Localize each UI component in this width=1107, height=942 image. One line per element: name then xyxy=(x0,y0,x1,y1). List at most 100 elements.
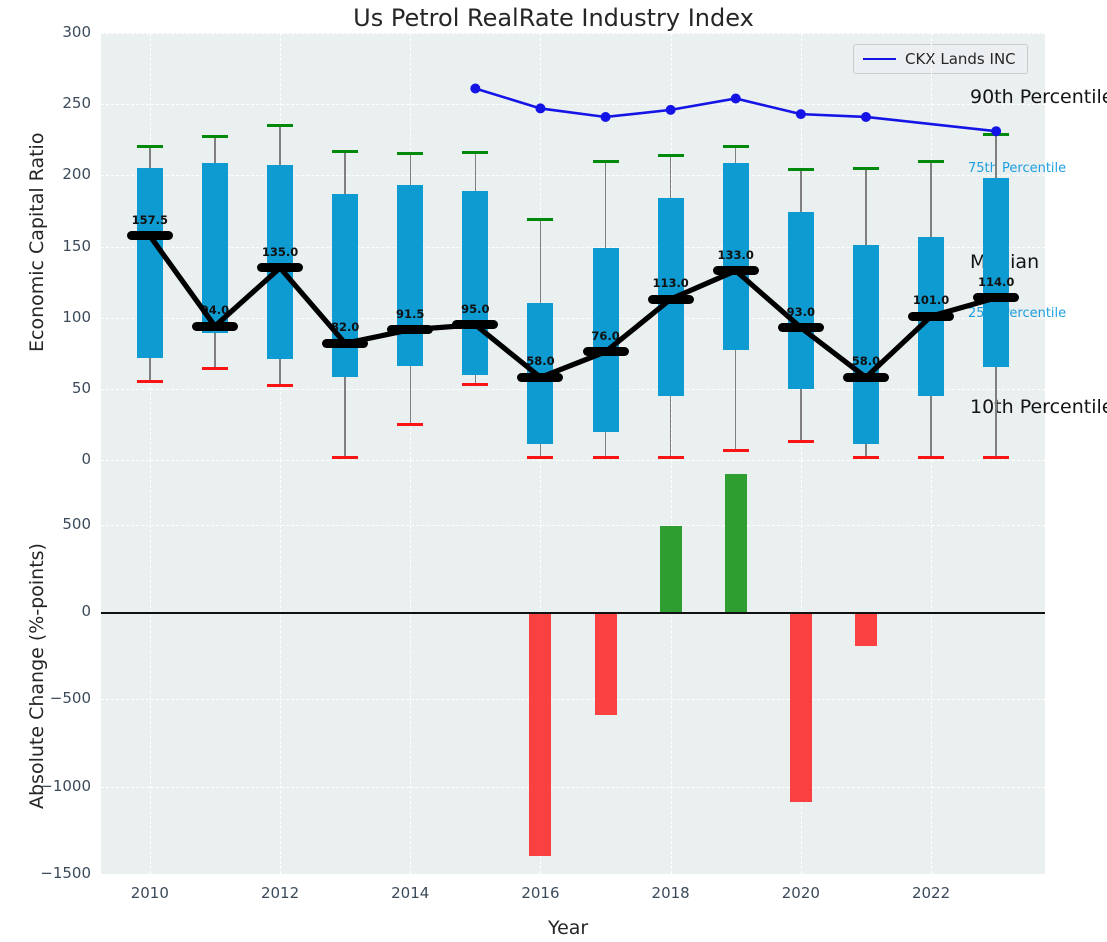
median-value-label: 95.0 xyxy=(445,302,505,316)
box-median-marker xyxy=(973,293,1019,302)
box-cap-p10 xyxy=(658,456,684,459)
change-bar xyxy=(660,526,682,612)
annotation-10th-percentile: 10th Percentile xyxy=(970,396,1107,418)
gridline-h xyxy=(101,247,1045,248)
legend-line-swatch xyxy=(863,58,896,60)
box-median-marker xyxy=(648,295,694,304)
box-median-marker xyxy=(452,320,498,329)
box-median-marker xyxy=(387,325,433,334)
box-median-marker xyxy=(908,312,954,321)
legend[interactable]: CKX Lands INC xyxy=(853,44,1028,74)
chart-root: Us Petrol RealRate Industry Index Econom… xyxy=(0,0,1107,942)
change-bar xyxy=(855,612,877,646)
box-cap-p10 xyxy=(918,456,944,459)
box-iqr xyxy=(137,168,163,357)
median-value-label: 114.0 xyxy=(966,275,1026,289)
median-value-label: 93.0 xyxy=(771,305,831,319)
bottom-plot-area xyxy=(101,460,1045,874)
median-value-label: 157.5 xyxy=(120,213,180,227)
annotation-75th-percentile: 75th Percentile xyxy=(968,161,1066,176)
box-iqr xyxy=(267,165,293,359)
box-cap-p10 xyxy=(788,440,814,443)
box-iqr xyxy=(332,194,358,378)
box-cap-p10 xyxy=(137,380,163,383)
y-tick-label-bottom: −1500 xyxy=(6,864,91,882)
box-cap-p90 xyxy=(658,154,684,157)
box-cap-p90 xyxy=(723,145,749,148)
gridline-v xyxy=(931,460,932,874)
median-value-label: 94.0 xyxy=(185,303,245,317)
median-value-label: 76.0 xyxy=(576,329,636,343)
median-value-label: 113.0 xyxy=(641,276,701,290)
x-axis-label: Year xyxy=(548,917,588,939)
x-tick-label: 2010 xyxy=(115,884,185,902)
box-cap-p10 xyxy=(462,383,488,386)
y-tick-label-top: 50 xyxy=(6,379,91,397)
box-cap-p90 xyxy=(462,151,488,154)
gridline-v xyxy=(150,460,151,874)
y-tick-label-bottom: 0 xyxy=(6,602,91,620)
median-value-label: 135.0 xyxy=(250,245,310,259)
box-cap-p90 xyxy=(983,133,1009,136)
box-cap-p10 xyxy=(397,423,423,426)
y-tick-label-top: 0 xyxy=(6,450,91,468)
x-tick-label: 2020 xyxy=(766,884,836,902)
box-cap-p10 xyxy=(202,367,228,370)
y-tick-label-top: 150 xyxy=(6,237,91,255)
y-tick-label-top: 100 xyxy=(6,308,91,326)
box-iqr xyxy=(983,178,1009,367)
gridline-h xyxy=(101,787,1045,788)
box-median-marker xyxy=(517,373,563,382)
box-median-marker xyxy=(583,347,629,356)
gridline-h xyxy=(101,104,1045,105)
box-cap-p90 xyxy=(593,160,619,163)
box-cap-p90 xyxy=(918,160,944,163)
change-bar xyxy=(529,612,551,856)
box-cap-p10 xyxy=(593,456,619,459)
x-tick-label: 2016 xyxy=(505,884,575,902)
y-tick-label-top: 200 xyxy=(6,165,91,183)
y-tick-label-bottom: −500 xyxy=(6,689,91,707)
zero-line xyxy=(101,612,1045,614)
box-iqr xyxy=(788,212,814,388)
y-tick-label-bottom: 500 xyxy=(6,515,91,533)
box-cap-p10 xyxy=(983,456,1009,459)
box-median-marker xyxy=(257,263,303,272)
median-value-label: 82.0 xyxy=(315,320,375,334)
gridline-v xyxy=(280,460,281,874)
box-cap-p10 xyxy=(267,384,293,387)
box-iqr xyxy=(853,245,879,444)
box-cap-p90 xyxy=(527,218,553,221)
change-bar xyxy=(725,474,747,612)
gridline-v xyxy=(671,460,672,874)
box-cap-p90 xyxy=(332,150,358,153)
median-value-label: 91.5 xyxy=(380,307,440,321)
box-cap-p10 xyxy=(723,449,749,452)
gridline-h xyxy=(101,389,1045,390)
box-median-marker xyxy=(713,266,759,275)
box-cap-p10 xyxy=(527,456,553,459)
box-iqr xyxy=(462,191,488,375)
x-tick-label: 2022 xyxy=(896,884,966,902)
y-tick-label-top: 300 xyxy=(6,23,91,41)
chart-title: Us Petrol RealRate Industry Index xyxy=(0,4,1107,32)
gridline-h xyxy=(101,525,1045,526)
change-bar xyxy=(790,612,812,802)
box-cap-p90 xyxy=(267,124,293,127)
box-cap-p90 xyxy=(397,152,423,155)
x-tick-label: 2014 xyxy=(375,884,445,902)
gridline-h xyxy=(101,874,1045,875)
legend-label: CKX Lands INC xyxy=(905,50,1016,68)
box-cap-p90 xyxy=(137,145,163,148)
box-cap-p10 xyxy=(332,456,358,459)
box-median-marker xyxy=(127,231,173,240)
box-median-marker xyxy=(322,339,368,348)
y-axis-label-bottom: Absolute Change (%-points) xyxy=(26,543,48,809)
x-tick-label: 2012 xyxy=(245,884,315,902)
box-cap-p90 xyxy=(202,135,228,138)
median-value-label: 133.0 xyxy=(706,248,766,262)
box-iqr xyxy=(397,185,423,366)
gridline-v xyxy=(410,460,411,874)
x-tick-label: 2018 xyxy=(636,884,706,902)
gridline-h xyxy=(101,33,1045,34)
